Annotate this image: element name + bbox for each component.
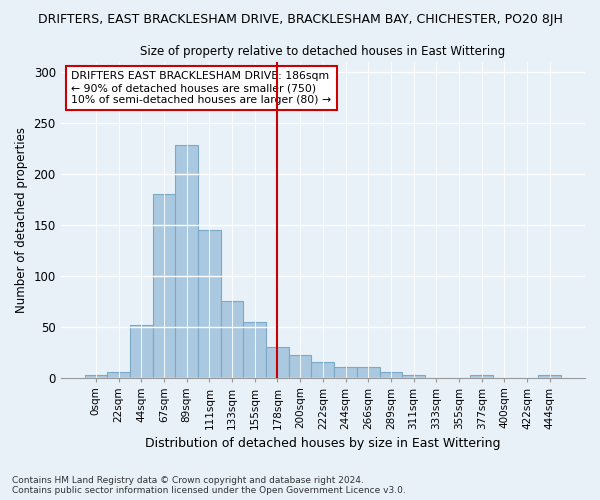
Bar	[470, 376, 493, 378]
Title: Size of property relative to detached houses in East Wittering: Size of property relative to detached ho…	[140, 45, 505, 58]
Bar	[130, 324, 152, 378]
Bar	[244, 322, 266, 378]
Bar	[334, 368, 357, 378]
Bar	[266, 347, 289, 378]
Bar	[85, 376, 107, 378]
Text: Contains HM Land Registry data © Crown copyright and database right 2024.
Contai: Contains HM Land Registry data © Crown c…	[12, 476, 406, 495]
Bar	[402, 376, 425, 378]
Bar	[107, 372, 130, 378]
Text: DRIFTERS, EAST BRACKLESHAM DRIVE, BRACKLESHAM BAY, CHICHESTER, PO20 8JH: DRIFTERS, EAST BRACKLESHAM DRIVE, BRACKL…	[38, 12, 562, 26]
Bar	[221, 301, 244, 378]
Bar	[311, 362, 334, 378]
Bar	[289, 355, 311, 378]
Bar	[152, 194, 175, 378]
Bar	[357, 368, 380, 378]
Bar	[538, 376, 561, 378]
Y-axis label: Number of detached properties: Number of detached properties	[15, 126, 28, 312]
Bar	[175, 146, 198, 378]
X-axis label: Distribution of detached houses by size in East Wittering: Distribution of detached houses by size …	[145, 437, 500, 450]
Bar	[380, 372, 402, 378]
Bar	[198, 230, 221, 378]
Text: DRIFTERS EAST BRACKLESHAM DRIVE: 186sqm
← 90% of detached houses are smaller (75: DRIFTERS EAST BRACKLESHAM DRIVE: 186sqm …	[71, 72, 331, 104]
